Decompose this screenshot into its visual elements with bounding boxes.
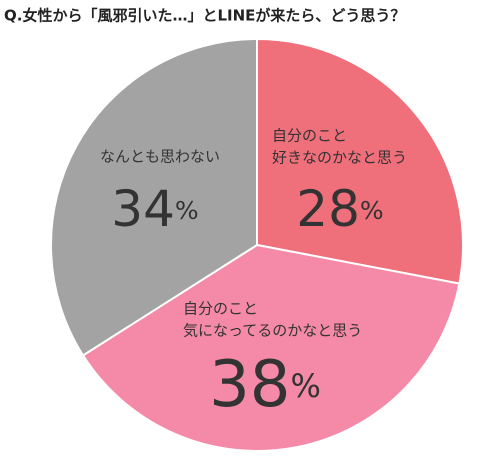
pie-slice: [50, 37, 258, 357]
slice-label: 自分のこと: [183, 300, 258, 318]
slice-label: 自分のこと: [272, 127, 347, 145]
slice-label: 気になってるのかなと思う: [183, 322, 362, 340]
slice-label: なんとも思わない: [100, 148, 220, 166]
value-label: 34%: [111, 180, 198, 238]
value-label: 38%: [209, 348, 321, 422]
pie-slice: [256, 37, 464, 285]
chart-title: Q.女性から「風邪引いた…」とLINEが来たら、どう思う？: [4, 7, 405, 25]
slice-label: 好きなのかなと思う: [272, 149, 407, 167]
value-label: 28%: [296, 180, 383, 238]
